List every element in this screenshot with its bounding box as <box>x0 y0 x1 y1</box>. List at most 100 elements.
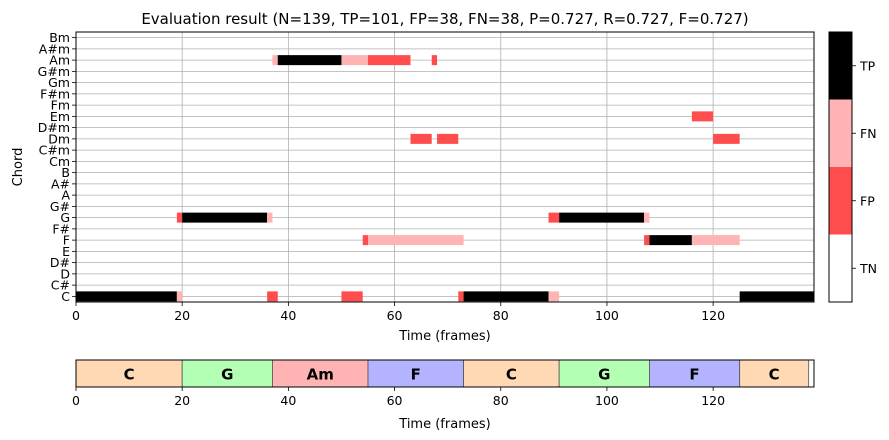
y-tick-label: B <box>61 165 70 180</box>
main-plot: CC#DD#EFF#GG#AA#BCmC#mDmD#mEmFmF#mGmG#mA… <box>11 30 815 344</box>
segment-fp <box>437 133 459 144</box>
segments-layer <box>76 55 814 302</box>
segment-fp <box>362 235 369 246</box>
colorbar-label: FN <box>860 126 877 141</box>
y-tick-label: Em <box>50 109 70 124</box>
x-tick-label: 0 <box>72 308 80 323</box>
y-tick-label: F# <box>52 221 70 236</box>
timeline-x-axis-label: Time (frames) <box>398 417 490 432</box>
x-axis: 0 20 40 60 80 100 120 <box>72 302 725 323</box>
segment-fn <box>341 55 369 66</box>
segment-tp <box>463 291 549 302</box>
timeline-segment-label: Am <box>307 366 334 384</box>
x-tick-label: 120 <box>701 308 725 323</box>
plot-frame <box>75 31 815 303</box>
x-tick-label: 40 <box>280 308 296 323</box>
y-axis-label: Chord <box>11 148 26 187</box>
timeline-segment <box>367 359 464 388</box>
x-tick-label: 100 <box>595 308 619 323</box>
y-tick-label: F <box>63 233 70 248</box>
colorbar: TN FP FN TP <box>828 31 877 303</box>
y-tick-label: D <box>60 266 70 281</box>
segment-fp <box>368 55 411 66</box>
segment-tp <box>649 235 692 246</box>
segment-fp <box>176 212 183 223</box>
colorbar-label: TN <box>859 261 877 276</box>
y-tick-label: Bm <box>49 30 70 45</box>
x-tick-label: 80 <box>493 308 509 323</box>
segment-tp <box>76 291 177 302</box>
timeline-x-tick-label: 120 <box>701 393 725 408</box>
segment-fn <box>368 235 464 246</box>
chart-title: Evaluation result (N=139, TP=101, FP=38,… <box>141 10 748 28</box>
timeline-x-tick-label: 40 <box>280 393 296 408</box>
segment-fp <box>341 291 363 302</box>
colorbar-label: FP <box>860 193 875 208</box>
timeline-segment-label: C <box>124 366 135 384</box>
timeline-segments: C G Am F C G F C <box>75 359 810 388</box>
y-tick-label: G# <box>50 199 70 214</box>
segment-fp <box>644 235 650 246</box>
timeline-segment <box>649 359 741 388</box>
y-tick-label: Am <box>49 53 70 68</box>
x-tick-label: 60 <box>387 308 403 323</box>
y-tick-label: Gm <box>48 75 70 90</box>
segment-fn <box>272 55 278 66</box>
reference-timeline: C G Am F C G F C 0 20 40 60 80 100 120 Time (frames) <box>72 359 815 432</box>
y-tick-label: G <box>60 210 70 225</box>
timeline-x-tick-label: 20 <box>174 393 190 408</box>
segment-fn <box>691 235 740 246</box>
segment-tp <box>739 291 814 302</box>
colorbar-frame <box>828 31 853 303</box>
timeline-x-axis: 0 20 40 60 80 100 120 <box>72 387 725 408</box>
y-tick-label: C <box>61 289 70 304</box>
segment-fp <box>548 212 560 223</box>
x-axis-label: Time (frames) <box>398 329 490 344</box>
segment-fn <box>644 212 650 223</box>
segment-tp <box>277 55 342 66</box>
colorbar-swatch-fn <box>829 99 852 167</box>
segment-fp <box>691 111 714 122</box>
timeline-x-tick-label: 100 <box>595 393 619 408</box>
segment-fp <box>458 291 464 302</box>
colorbar-swatch-fp <box>829 167 852 235</box>
y-tick-label: D#m <box>38 120 70 135</box>
y-tick-label: C#m <box>39 143 70 158</box>
segment-fn <box>267 212 273 223</box>
timeline-x-tick-label: 80 <box>493 393 509 408</box>
y-tick-label: Dm <box>48 131 70 146</box>
colorbar-swatch-tn <box>829 234 852 302</box>
colorbar-label: TP <box>859 58 876 73</box>
segment-fp <box>431 55 438 66</box>
timeline-x-tick-label: 60 <box>387 393 403 408</box>
y-tick-label: Fm <box>51 98 70 113</box>
segment-fn <box>548 291 560 302</box>
timeline-segment <box>463 359 560 388</box>
y-tick-label: E <box>62 244 70 259</box>
segment-fp <box>267 291 278 302</box>
colorbar-swatch-tp <box>829 32 852 100</box>
segment-tp <box>559 212 645 223</box>
x-tick-label: 20 <box>174 308 190 323</box>
segment-fn <box>176 291 183 302</box>
timeline-segment <box>558 359 650 388</box>
timeline-segment-label: C <box>506 366 517 384</box>
y-tick-label: C# <box>51 278 70 293</box>
timeline-segment-label: G <box>598 366 610 384</box>
timeline-segment <box>739 359 810 388</box>
segment-fp <box>713 133 740 144</box>
segment-tp <box>182 212 268 223</box>
y-tick-label: A#m <box>39 41 70 56</box>
timeline-segment-label: F <box>689 366 699 384</box>
y-axis: CC#DD#EFF#GG#AA#BCmC#mDmD#mEmFmF#mGmG#mA… <box>38 30 76 304</box>
y-tick-label: A# <box>51 176 70 191</box>
y-tick-label: Cm <box>49 154 70 169</box>
timeline-frame <box>75 359 815 388</box>
timeline-segment-label: C <box>769 366 780 384</box>
timeline-x-tick-label: 0 <box>72 393 80 408</box>
y-tick-label: F#m <box>40 86 70 101</box>
y-tick-label: D# <box>50 255 70 270</box>
y-tick-label: G#m <box>38 64 70 79</box>
grid <box>75 32 814 302</box>
